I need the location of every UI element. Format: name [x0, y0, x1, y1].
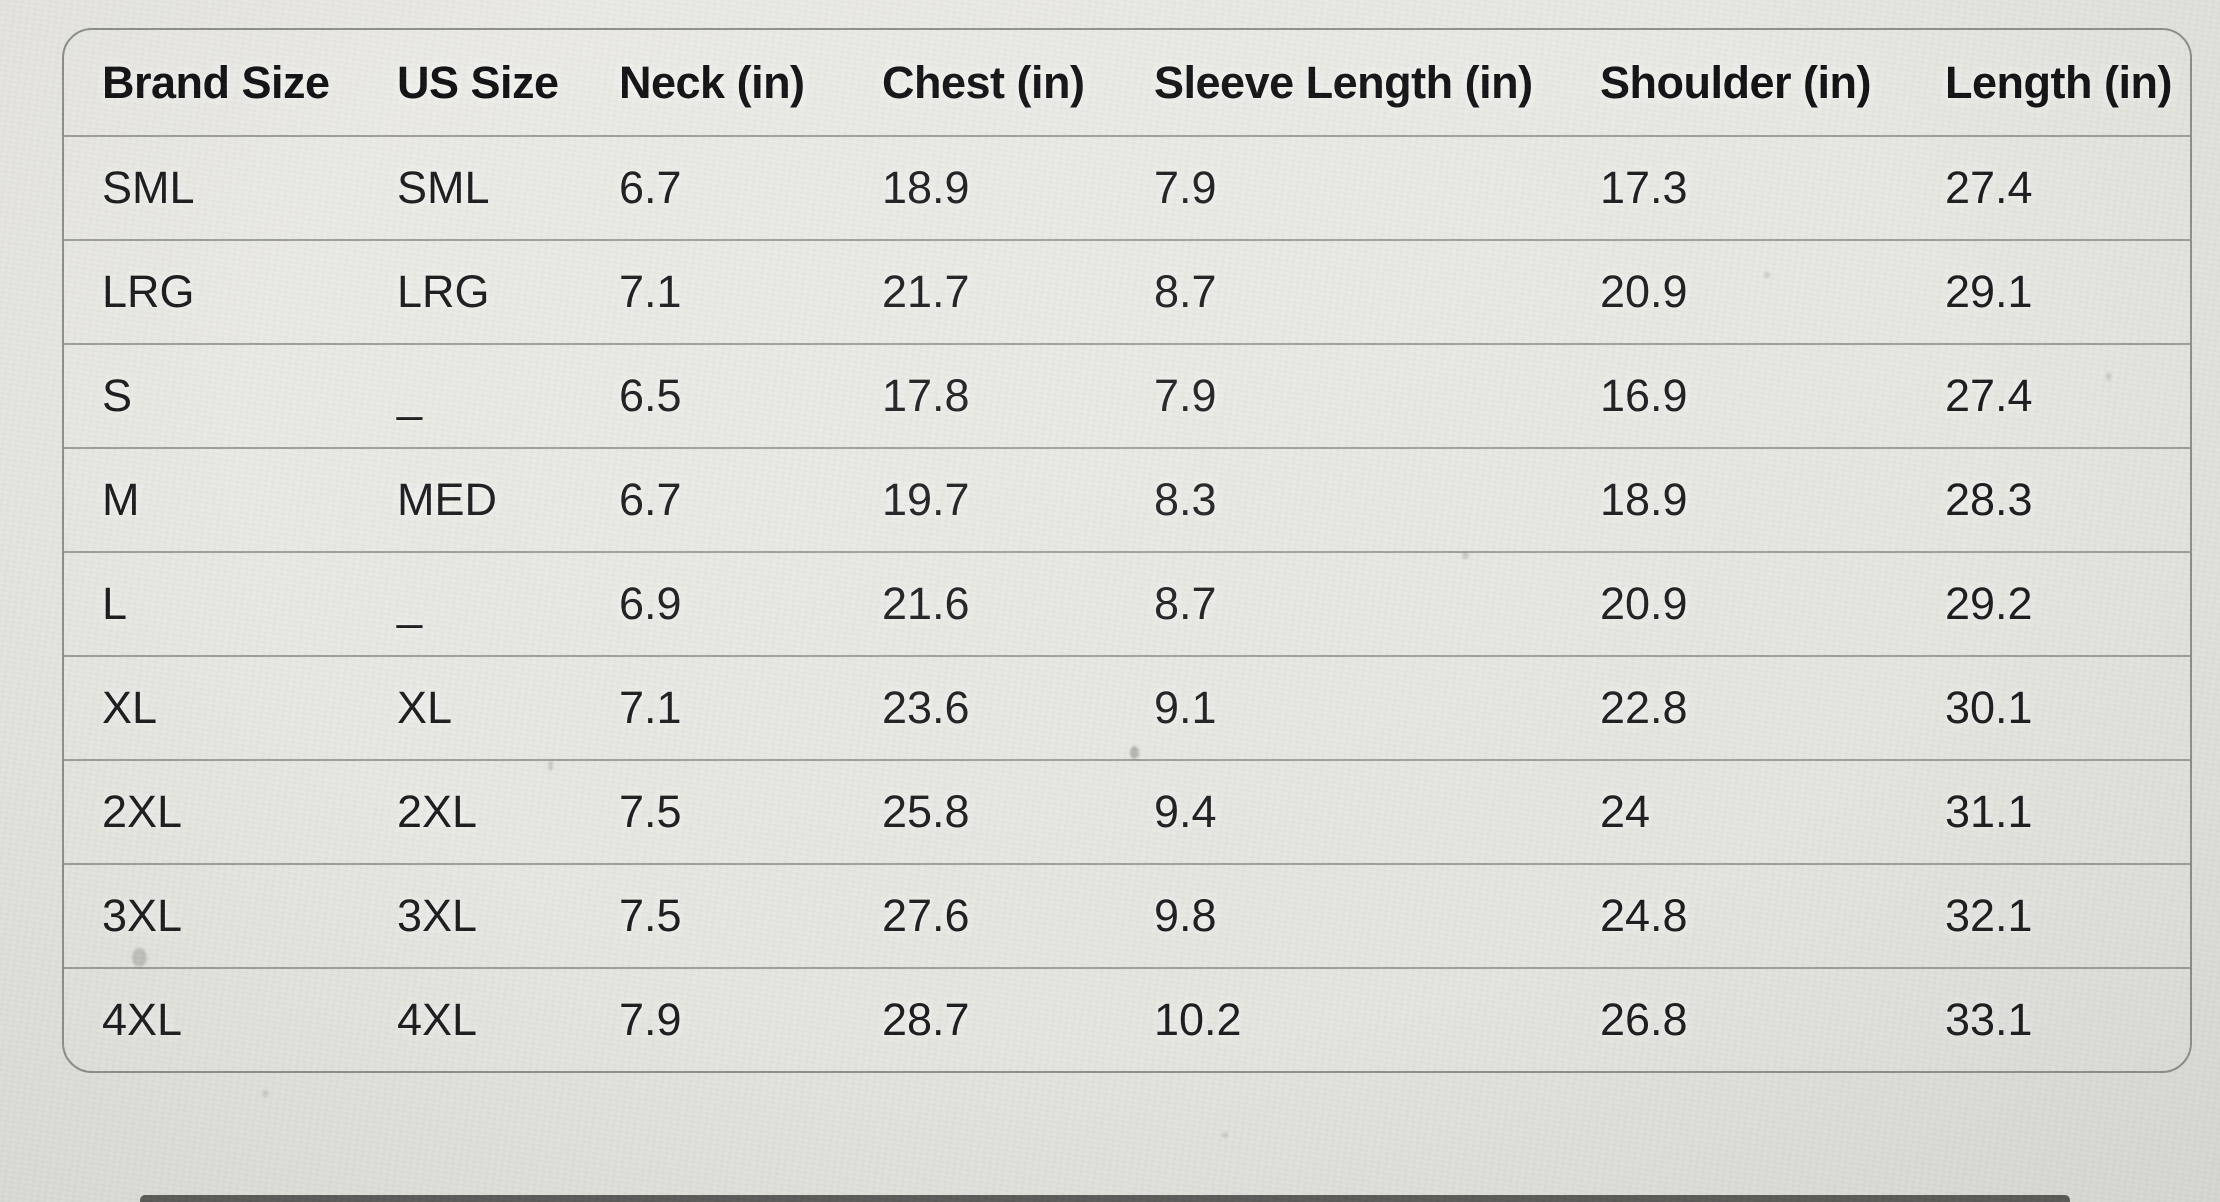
cell-shoulder: 17.3	[1562, 137, 1907, 241]
cell-shoulder: 24.8	[1562, 865, 1907, 969]
cell-brand-size: LRG	[64, 241, 359, 345]
cell-us-size: 3XL	[359, 865, 581, 969]
cell-neck: 6.5	[581, 345, 844, 449]
cell-shoulder: 24	[1562, 761, 1907, 865]
cell-neck: 6.7	[581, 137, 844, 241]
cell-brand-size: M	[64, 449, 359, 553]
column-header-us-size: US Size	[359, 30, 581, 137]
cell-brand-size: SML	[64, 137, 359, 241]
cell-sleeve: 7.9	[1116, 345, 1562, 449]
cell-us-size: LRG	[359, 241, 581, 345]
cell-shoulder: 20.9	[1562, 241, 1907, 345]
cell-us-size: _	[359, 345, 581, 449]
table-row: LRG LRG 7.1 21.7 8.7 20.9 29.1	[64, 241, 2190, 345]
cell-brand-size: 3XL	[64, 865, 359, 969]
table-row: S _ 6.5 17.8 7.9 16.9 27.4	[64, 345, 2190, 449]
table-row: M MED 6.7 19.7 8.3 18.9 28.3	[64, 449, 2190, 553]
cell-us-size: SML	[359, 137, 581, 241]
table-row: XL XL 7.1 23.6 9.1 22.8 30.1	[64, 657, 2190, 761]
dust-speck	[262, 1090, 269, 1097]
table-header-row: Brand Size US Size Neck (in) Chest (in) …	[64, 30, 2190, 137]
cell-us-size: MED	[359, 449, 581, 553]
cell-sleeve: 8.7	[1116, 553, 1562, 657]
cell-brand-size: 4XL	[102, 994, 183, 1045]
cell-chest: 17.8	[844, 345, 1116, 449]
cell-us-size: 2XL	[359, 761, 581, 865]
cell-sleeve: 9.8	[1116, 865, 1562, 969]
table-row: 2XL 2XL 7.5 25.8 9.4 24 31.1	[64, 761, 2190, 865]
cell-length: 27.4	[1907, 345, 2190, 449]
cell-length: 29.1	[1907, 241, 2190, 345]
cell-length: 29.2	[1907, 553, 2190, 657]
cell-chest: 21.6	[844, 553, 1116, 657]
cell-brand-size: S	[64, 345, 359, 449]
cell-chest: 21.7	[844, 241, 1116, 345]
cell-chest: 19.7	[844, 449, 1116, 553]
table-row: L _ 6.9 21.6 8.7 20.9 29.2	[64, 553, 2190, 657]
cell-neck: 7.5	[581, 865, 844, 969]
cell-brand-size: 2XL	[64, 761, 359, 865]
cell-shoulder: 26.8	[1600, 994, 1688, 1045]
cell-chest: 28.7	[882, 994, 970, 1045]
cell-neck: 7.5	[581, 761, 844, 865]
cell-shoulder: 18.9	[1562, 449, 1907, 553]
cell-chest: 23.6	[844, 657, 1116, 761]
cell-length: 31.1	[1907, 761, 2190, 865]
cell-length: 32.1	[1907, 865, 2190, 969]
cell-chest: 25.8	[844, 761, 1116, 865]
cell-length: 30.1	[1907, 657, 2190, 761]
cell-sleeve: 8.7	[1116, 241, 1562, 345]
table-row: 4XL 4XL 7.9 28.7 10.2 26.8 33.1	[64, 969, 2190, 1071]
cell-neck: 6.9	[581, 553, 844, 657]
cell-sleeve: 9.4	[1116, 761, 1562, 865]
column-header-shoulder: Shoulder (in)	[1562, 30, 1907, 137]
cell-sleeve: 8.3	[1116, 449, 1562, 553]
column-header-neck: Neck (in)	[581, 30, 844, 137]
screen-bottom-edge	[140, 1195, 2070, 1202]
cell-neck: 6.7	[581, 449, 844, 553]
cell-neck: 7.9	[619, 994, 682, 1045]
cell-length: 28.3	[1907, 449, 2190, 553]
cell-length: 27.4	[1907, 137, 2190, 241]
cell-us-size: _	[359, 553, 581, 657]
column-header-brand-size: Brand Size	[64, 30, 359, 137]
cell-chest: 27.6	[844, 865, 1116, 969]
cell-sleeve: 10.2	[1154, 994, 1242, 1045]
table-row: 3XL 3XL 7.5 27.6 9.8 24.8 32.1	[64, 865, 2190, 969]
cell-length: 33.1	[1945, 994, 2033, 1045]
cell-shoulder: 22.8	[1562, 657, 1907, 761]
dust-speck	[1222, 1132, 1228, 1138]
column-header-chest: Chest (in)	[844, 30, 1116, 137]
cell-brand-size: L	[64, 553, 359, 657]
cell-neck: 7.1	[581, 241, 844, 345]
cell-chest: 18.9	[844, 137, 1116, 241]
cell-neck: 7.1	[581, 657, 844, 761]
cell-sleeve: 7.9	[1116, 137, 1562, 241]
cell-sleeve: 9.1	[1116, 657, 1562, 761]
cell-shoulder: 16.9	[1562, 345, 1907, 449]
column-header-sleeve: Sleeve Length (in)	[1116, 30, 1562, 137]
size-chart-table: Brand Size US Size Neck (in) Chest (in) …	[62, 28, 2192, 1073]
cell-shoulder: 20.9	[1562, 553, 1907, 657]
cell-us-size: XL	[359, 657, 581, 761]
cell-us-size: 4XL	[397, 994, 478, 1045]
table-row: SML SML 6.7 18.9 7.9 17.3 27.4	[64, 137, 2190, 241]
cell-brand-size: XL	[64, 657, 359, 761]
column-header-length: Length (in)	[1907, 30, 2190, 137]
